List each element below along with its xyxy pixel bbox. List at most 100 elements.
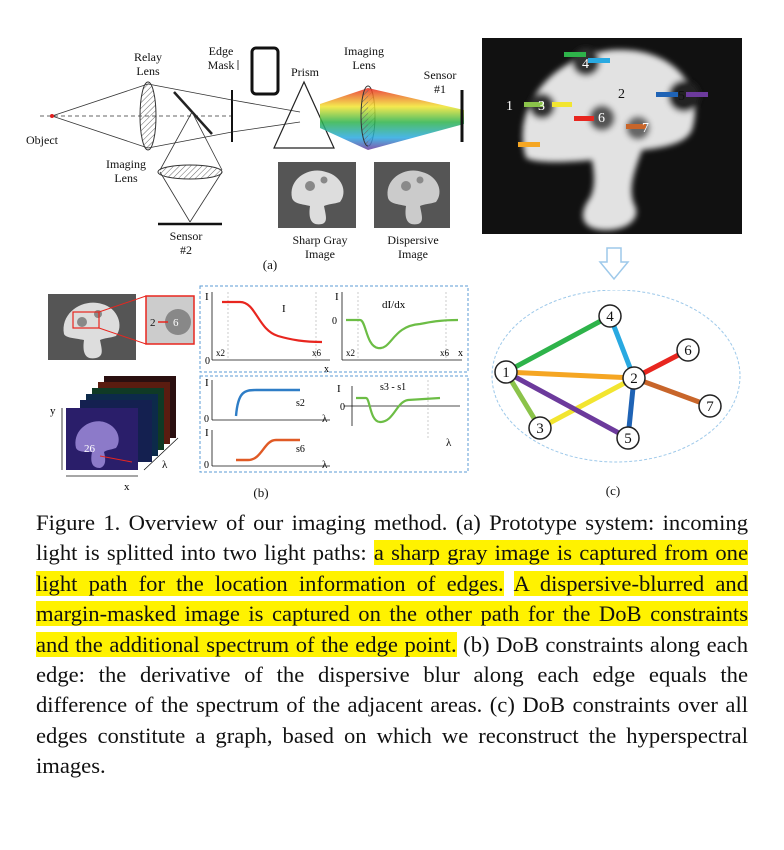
prism [273, 80, 335, 149]
region-label-3: 3 [538, 99, 545, 114]
edge-2-7 [631, 375, 713, 409]
s2-curve [234, 388, 300, 417]
s6-curve [236, 438, 300, 462]
beam-splitter [173, 91, 213, 135]
edge-marker-3-lightgreen [524, 102, 544, 107]
derivative-curve [346, 318, 459, 350]
svg-text:0: 0 [204, 414, 209, 425]
ray-top [51, 83, 149, 117]
svg-text:x: x [458, 348, 463, 359]
imaging-lens-bottom-label: Imaging Lens [106, 157, 146, 185]
cube-axis-x: x [124, 481, 130, 493]
prism-label: Prism [290, 65, 319, 79]
inset-label-6: 6 [173, 317, 179, 329]
svg-text:λ: λ [322, 413, 328, 425]
svg-text:s2: s2 [296, 398, 305, 409]
svg-text:I: I [205, 377, 209, 389]
figure-caption: Figure 1. Overview of our imaging method… [36, 508, 749, 782]
mushroom-region-map: 1 2 3 4 5 6 7 [482, 38, 742, 234]
plot-s6: I 0 s6 λ [204, 427, 330, 471]
node-7 [698, 394, 722, 418]
hyperspectral-cube: 26 y x λ [50, 376, 179, 493]
svg-text:1: 1 [502, 365, 510, 381]
region-label-5: 5 [678, 89, 685, 104]
box-top [199, 285, 469, 373]
imaging-lens-bottom [157, 164, 223, 180]
dispersed-beam-2 [368, 88, 464, 150]
svg-text:x: x [324, 364, 329, 375]
svg-text:5: 5 [624, 431, 632, 447]
zoom-inset: 2 6 [145, 295, 195, 345]
intensity-curve [222, 300, 323, 344]
cube-axis-lambda: λ [162, 459, 168, 471]
plot-s2: I 0 s2 λ [204, 377, 330, 425]
figure-label-c: (c) [605, 483, 621, 498]
mushroom-thumbnail [48, 294, 136, 360]
difference-curve [356, 396, 441, 424]
sharp-image-label: Sharp Gray Image [292, 233, 348, 261]
graph-nodes [494, 304, 722, 450]
edge-marker-4-green [564, 52, 586, 57]
caption-part-1: Figure 1. Overview of our imaging method… [36, 510, 748, 566]
region-label-2: 2 [618, 87, 625, 102]
region-label-6: 6 [598, 111, 605, 126]
svg-text:dI/dx: dI/dx [382, 299, 406, 311]
node-2 [622, 366, 646, 390]
dispersive-image-label: Dispersive Image [387, 233, 439, 261]
object-point [50, 114, 54, 118]
edge-1-2 [503, 369, 637, 381]
panel-b-graphics: 2 6 26 y x λ [48, 285, 469, 493]
imaging-lens-top-label: Imaging Lens [344, 44, 384, 72]
region-label-4: 4 [582, 57, 589, 72]
svg-text:λ: λ [322, 459, 328, 471]
svg-text:4: 4 [606, 309, 614, 325]
region-label-7: 7 [642, 121, 649, 136]
edge-marker-5-blue [656, 92, 678, 97]
svg-text:0: 0 [204, 460, 209, 471]
svg-text:0: 0 [340, 402, 345, 413]
svg-text:x2: x2 [216, 348, 225, 358]
ray-bottom [51, 115, 149, 149]
plot-intensity: I I 0 x2 x6 x [205, 291, 330, 375]
sensor-1-label: Sensor #1 [423, 68, 457, 96]
svg-text:7: 7 [706, 399, 714, 415]
sensor-2-label: Sensor #2 [169, 229, 203, 257]
box-bottom [199, 375, 469, 473]
svg-text:s6: s6 [296, 444, 305, 455]
edge-1-4 [503, 313, 613, 375]
down-arrow-icon [598, 247, 630, 281]
plot-derivative: I dI/dx 0 x2 x6 x [332, 291, 463, 361]
svg-text:2: 2 [630, 371, 638, 387]
dispersed-beam-1 [320, 88, 368, 150]
cube-label: 26 [84, 443, 96, 455]
object-label: Object [26, 133, 58, 147]
svg-text:x6: x6 [440, 348, 450, 358]
svg-text:3: 3 [536, 421, 544, 437]
svg-text:I: I [337, 383, 341, 395]
relay-lens [139, 81, 157, 151]
region-label-1: 1 [506, 99, 513, 114]
node-3 [528, 416, 552, 440]
node-1 [494, 360, 518, 384]
svg-text:I: I [335, 291, 339, 303]
plot-difference: I s3 - s1 0 λ [337, 380, 460, 449]
edge-marker-6-red [574, 116, 594, 121]
edge-marker-7-orange [626, 124, 646, 129]
optical-setup-diagram [40, 46, 464, 228]
edge-marker-1-gold [518, 142, 540, 147]
graph-boundary [491, 290, 741, 463]
graph-node-labels: 1 2 3 4 5 6 7 [502, 309, 714, 447]
node-4 [598, 304, 622, 328]
cube-axis-y: y [50, 405, 56, 417]
caption-highlight-2: A dispersive-blurred and margin-masked i… [36, 570, 749, 657]
edge-marker-3-yellow [552, 102, 572, 107]
caption-part-3: (b) DoB constraints along each edge: the… [36, 631, 748, 779]
caption-part-2 [504, 571, 514, 596]
node-6 [676, 338, 700, 362]
edge-marker-5-purple [686, 92, 708, 97]
relay-lens-label: Relay Lens [134, 50, 162, 78]
svg-text:I: I [205, 291, 209, 303]
inset-label-2: 2 [150, 317, 156, 329]
node-5 [616, 426, 640, 450]
svg-text:x2: x2 [346, 348, 355, 358]
